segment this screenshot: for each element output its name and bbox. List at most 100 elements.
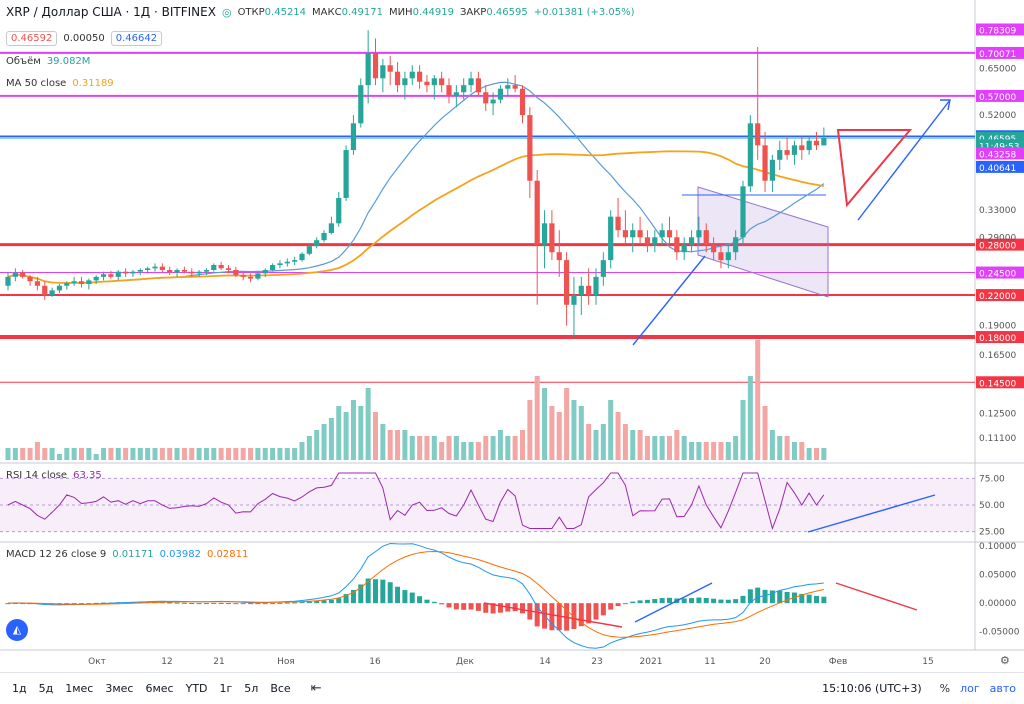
time-axis-label: 14 <box>539 657 551 667</box>
volume-bar <box>791 442 797 460</box>
macd-histogram-bar <box>343 594 349 604</box>
macd-histogram-bar <box>270 603 276 605</box>
macd-histogram-bar <box>417 596 423 604</box>
volume-bar <box>497 430 503 460</box>
macd-histogram-bar <box>226 603 231 605</box>
auto-toggle[interactable]: авто <box>989 682 1016 695</box>
macd-histogram-bar <box>277 602 283 604</box>
candle-body <box>740 186 746 238</box>
candle-body <box>247 276 254 279</box>
candle-body <box>644 237 651 245</box>
volume-bar <box>255 448 261 460</box>
percent-toggle[interactable]: % <box>939 682 951 695</box>
macd-histogram-bar <box>439 603 445 605</box>
volume-bar <box>703 442 709 460</box>
volume-bar <box>145 448 151 460</box>
macd-histogram-bar <box>262 603 268 605</box>
time-axis-label: Фев <box>829 657 848 667</box>
volume-bar <box>608 400 614 460</box>
candle-body <box>769 159 775 181</box>
tradingview-logo-icon[interactable]: ◭ <box>6 619 28 641</box>
time-axis-label: 11 <box>704 657 715 667</box>
volume-bar <box>630 430 636 460</box>
macd-histogram-bar <box>534 603 540 627</box>
macd-histogram-bar <box>453 603 459 610</box>
candle-body <box>108 274 114 277</box>
macd-histogram-bar <box>373 579 378 604</box>
clock-time[interactable]: 15:10:06 (UTC+3) <box>822 682 922 695</box>
range-button[interactable]: YTD <box>185 682 208 695</box>
trend-arrow-2 <box>857 99 951 221</box>
price-tag-label: 0.57000 <box>979 93 1016 103</box>
range-button[interactable]: 1г <box>219 682 233 695</box>
volume-bar <box>387 430 393 460</box>
volume-bar <box>181 448 187 460</box>
macd-histogram-bar <box>696 597 702 604</box>
candle-body <box>123 271 129 274</box>
candle-body <box>733 237 739 253</box>
candle-body <box>321 232 327 241</box>
candle-body <box>365 52 371 86</box>
volume-bar <box>49 448 55 460</box>
candle-body <box>262 270 268 274</box>
macd-histogram-bar <box>248 603 254 605</box>
candle-body <box>725 252 731 261</box>
volume-bar <box>12 448 18 460</box>
volume-bar <box>784 436 790 460</box>
candle-body <box>586 285 592 296</box>
volume-bar <box>123 448 129 460</box>
symbol-title[interactable]: XRP / Доллар США · 1Д · BITFINEX <box>6 5 216 19</box>
macd-histogram-bar <box>549 603 555 631</box>
candle-body <box>145 268 151 271</box>
log-toggle[interactable]: лог <box>960 682 980 695</box>
macd-pane <box>5 542 918 649</box>
volume-bar <box>652 436 658 460</box>
volume-bar <box>586 424 592 460</box>
volume-bar <box>453 436 459 460</box>
bid-price[interactable]: 0.46592 <box>6 31 58 46</box>
candle-body <box>608 216 614 261</box>
range-button[interactable]: Все <box>270 682 291 695</box>
volume-bar <box>365 388 371 460</box>
range-button[interactable]: 5л <box>244 682 259 695</box>
candle-body <box>659 230 665 238</box>
candle-body <box>777 150 783 160</box>
macd-histogram-bar <box>402 590 408 604</box>
rsi-trend-arrow <box>807 494 936 533</box>
volume-bar <box>108 448 114 460</box>
candle-body <box>100 274 107 277</box>
rsi-legend: RSI 14 close 63.35 <box>6 470 102 481</box>
volume-bar <box>622 424 628 460</box>
candle-body <box>424 81 430 86</box>
candle-body <box>211 264 217 271</box>
calendar-range-icon[interactable]: ⇤ <box>310 681 322 696</box>
volume-bar <box>762 406 768 460</box>
range-button[interactable]: 6мес <box>145 682 174 695</box>
volume-bar <box>527 400 533 460</box>
candle-body <box>439 78 445 86</box>
macd-histogram-bar <box>424 599 430 604</box>
range-button[interactable]: 5д <box>38 682 54 695</box>
candle-body <box>372 52 379 79</box>
volume-bar <box>431 436 437 460</box>
candle-body <box>483 92 489 104</box>
range-button[interactable]: 1д <box>12 682 27 695</box>
candle-body <box>350 123 357 151</box>
candle-body <box>431 78 437 86</box>
volume-bar <box>505 436 511 460</box>
volume-bar <box>556 412 562 460</box>
macd-histogram-bar <box>644 599 650 604</box>
volume-bar <box>71 448 77 460</box>
range-button[interactable]: 1мес <box>65 682 94 695</box>
ask-price[interactable]: 0.46642 <box>110 31 163 46</box>
candle-body <box>49 290 55 296</box>
macd-histogram-bar <box>181 602 187 604</box>
volume-bar <box>593 430 599 460</box>
macd-histogram-bar <box>689 598 695 604</box>
volume-bar <box>211 448 217 460</box>
range-button[interactable]: 3мес <box>105 682 134 695</box>
macd-histogram-bar <box>240 603 246 605</box>
candle-body <box>387 65 393 72</box>
candle-body <box>762 145 768 181</box>
